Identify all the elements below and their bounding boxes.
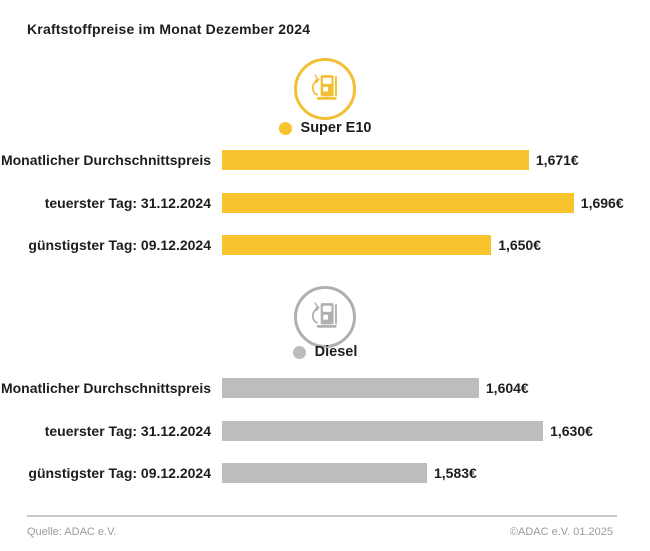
bar — [222, 150, 529, 170]
bar-rows: Monatlicher Durchschnittspreis 1,604€ te… — [0, 378, 650, 506]
legend-dot — [278, 121, 292, 135]
fuel-pump-badge — [294, 286, 356, 348]
bar-value-label: 1,583€ — [434, 465, 477, 481]
bar-row-label: teuerster Tag: 31.12.2024 — [44, 194, 211, 211]
legend-label: Super E10 — [300, 120, 372, 136]
bar-row-label: Monatlicher Durchschnittspreis — [0, 380, 211, 396]
bar-value-label: 1,696€ — [580, 194, 624, 211]
bar-row: günstigster Tag: 09.12.2024 1,650€ — [0, 235, 650, 255]
page-title: Kraftstoffpreise im Monat Dezember 2024 — [27, 21, 311, 37]
bar-row: Monatlicher Durchschnittspreis 1,671€ — [0, 150, 650, 170]
bar — [222, 463, 427, 483]
bar-value-label: 1,650€ — [498, 237, 542, 253]
bar-value-label: 1,604€ — [485, 380, 529, 396]
bar-row-label: günstigster Tag: 09.12.2024 — [28, 237, 211, 253]
legend-dot — [292, 345, 306, 359]
bar-value-label: 1,630€ — [550, 422, 593, 439]
fuel-legend: Super E10 — [0, 120, 650, 136]
bar — [222, 378, 479, 398]
copyright-text: ©ADAC e.V. 01.2025 — [509, 526, 613, 538]
bar — [222, 420, 544, 441]
bar-row-label: teuerster Tag: 31.12.2024 — [44, 422, 211, 439]
bar-row: teuerster Tag: 31.12.2024 1,630€ — [0, 420, 650, 441]
source-text: Quelle: ADAC e.V. — [27, 526, 117, 538]
bar-row: günstigster Tag: 09.12.2024 1,583€ — [0, 463, 650, 483]
fuel-pump-badge — [294, 58, 356, 120]
fuel-pump-icon — [311, 302, 337, 328]
bar-rows: Monatlicher Durchschnittspreis 1,671€ te… — [0, 150, 650, 278]
bar-value-label: 1,671€ — [535, 152, 579, 168]
bar-row: Monatlicher Durchschnittspreis 1,604€ — [0, 378, 650, 398]
bar — [222, 192, 574, 213]
fuel-legend: Diesel — [0, 344, 650, 360]
bar-row: teuerster Tag: 31.12.2024 1,696€ — [0, 192, 650, 213]
bar-row-label: Monatlicher Durchschnittspreis — [0, 152, 211, 168]
bar — [222, 235, 492, 255]
fuel-pump-icon — [311, 74, 337, 100]
legend-label: Diesel — [314, 344, 358, 360]
bar-row-label: günstigster Tag: 09.12.2024 — [28, 465, 211, 481]
footer-divider — [27, 515, 617, 517]
